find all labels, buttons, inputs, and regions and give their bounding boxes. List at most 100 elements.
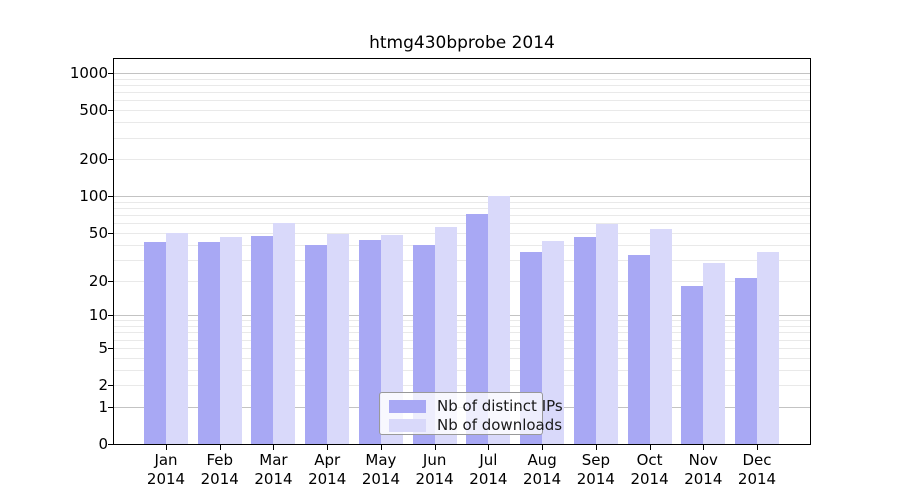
minor-gridline	[114, 215, 810, 217]
x-tick-mark	[542, 445, 544, 450]
x-tick-mark	[380, 445, 382, 450]
x-tick-mark	[219, 445, 221, 450]
minor-gridline	[114, 332, 810, 334]
y-tick-label: 500	[79, 101, 108, 120]
legend-label-downloads: Nb of downloads	[437, 416, 563, 434]
y-tick-label: 2	[98, 376, 108, 394]
bar-distinct-ips-jul	[466, 213, 489, 444]
legend: Nb of distinct IPs Nb of downloads	[379, 392, 563, 435]
bar-downloads-jan	[166, 232, 188, 444]
x-tick-label: Oct 2014	[630, 451, 669, 488]
x-tick-label: Feb 2014	[200, 451, 239, 488]
minor-gridline	[114, 208, 810, 210]
x-tick-label: Jun 2014	[415, 451, 454, 488]
minor-gridline	[114, 84, 810, 86]
bar-distinct-ips-dec	[735, 278, 758, 444]
legend-entry-downloads: Nb of downloads	[389, 416, 562, 435]
x-tick-mark	[434, 445, 436, 450]
bar-downloads-may	[380, 235, 403, 444]
legend-swatch-distinct-ips	[389, 400, 426, 413]
bar-downloads-jul	[488, 196, 511, 444]
minor-gridline	[114, 223, 810, 225]
bar-distinct-ips-mar	[251, 236, 274, 444]
y-tick-mark	[108, 347, 113, 349]
minor-gridline	[114, 357, 810, 359]
x-tick-mark	[649, 445, 651, 450]
y-tick-mark	[108, 159, 113, 161]
legend-entry-distinct-ips: Nb of distinct IPs	[389, 397, 563, 416]
bar-downloads-aug	[542, 240, 565, 444]
x-tick-mark	[273, 445, 275, 450]
minor-gridline	[114, 137, 810, 139]
major-gridline	[114, 315, 810, 317]
bar-downloads-jun	[434, 226, 457, 444]
x-tick-label: Sep 2014	[576, 451, 615, 488]
x-tick-label: Mar 2014	[254, 451, 293, 488]
y-tick-label: 20	[88, 271, 108, 290]
minor-gridline	[114, 369, 810, 371]
x-tick-label: Jan 2014	[146, 451, 186, 488]
bar-downloads-dec	[757, 251, 780, 444]
y-tick-label: 0	[98, 435, 108, 453]
x-tick-mark	[166, 445, 167, 450]
minor-gridline	[114, 347, 810, 349]
bar-downloads-nov	[703, 263, 726, 444]
x-tick-mark	[327, 445, 329, 450]
legend-swatch-downloads	[389, 419, 426, 432]
minor-gridline	[114, 122, 810, 124]
y-tick-label: 1000	[69, 63, 108, 82]
minor-gridline	[114, 244, 810, 246]
bar-distinct-ips-nov	[681, 285, 704, 444]
bar-distinct-ips-may	[358, 239, 381, 444]
x-tick-label: Apr 2014	[308, 451, 347, 488]
bar-downloads-oct	[649, 228, 672, 444]
bar-downloads-mar	[273, 223, 296, 444]
bar-downloads-apr	[327, 233, 350, 444]
y-tick-mark	[108, 315, 113, 317]
x-tick-label: Nov 2014	[684, 451, 723, 488]
y-tick-label: 100	[79, 187, 108, 206]
chart-title: htmg430bprobe 2014	[369, 33, 555, 53]
x-tick-label: Dec 2014	[737, 451, 777, 488]
minor-gridline	[114, 259, 810, 261]
y-tick-mark	[108, 196, 113, 198]
y-tick-mark	[108, 444, 113, 445]
x-tick-mark	[488, 445, 490, 450]
y-tick-mark	[108, 280, 113, 282]
bar-distinct-ips-jan	[144, 242, 166, 444]
minor-gridline	[114, 201, 810, 203]
minor-gridline	[114, 110, 810, 112]
x-tick-mark	[757, 445, 759, 450]
major-gridline	[114, 72, 810, 74]
minor-gridline	[114, 320, 810, 322]
x-tick-label: May 2014	[361, 451, 400, 488]
x-tick-mark	[595, 445, 597, 450]
y-tick-mark	[108, 406, 113, 408]
y-tick-label: 50	[88, 223, 108, 242]
y-tick-label: 1	[98, 397, 108, 416]
bar-distinct-ips-apr	[305, 244, 328, 444]
bar-downloads-feb	[219, 237, 242, 444]
plot-area	[113, 58, 811, 445]
y-tick-label: 10	[88, 306, 108, 325]
x-tick-label: Aug 2014	[523, 451, 562, 488]
minor-gridline	[114, 159, 810, 161]
minor-gridline	[114, 100, 810, 102]
minor-gridline	[114, 232, 810, 234]
major-gridline	[114, 196, 810, 198]
minor-gridline	[114, 385, 810, 386]
y-tick-label: 200	[79, 150, 108, 169]
y-tick-mark	[108, 232, 113, 234]
minor-gridline	[114, 326, 810, 327]
minor-gridline	[114, 280, 810, 282]
y-tick-mark	[108, 110, 113, 112]
x-tick-label: Jul 2014	[469, 451, 508, 488]
bar-distinct-ips-oct	[627, 254, 650, 444]
y-tick-label: 5	[98, 338, 108, 357]
minor-gridline	[114, 92, 810, 94]
minor-gridline	[114, 78, 810, 80]
bar-distinct-ips-sep	[573, 237, 596, 444]
y-tick-mark	[108, 385, 113, 386]
minor-gridline	[114, 339, 810, 341]
